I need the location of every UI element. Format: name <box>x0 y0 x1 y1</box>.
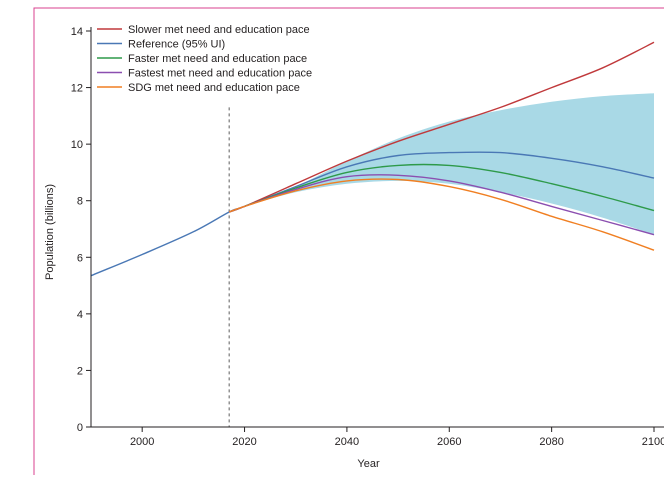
x-tick-label: 2040 <box>335 436 359 448</box>
uncertainty-band <box>229 93 654 235</box>
x-tick-label: 2000 <box>130 436 154 448</box>
series-line-0 <box>228 41 655 213</box>
legend-label: Fastest met need and education pace <box>128 68 312 80</box>
y-tick-label: 0 <box>77 422 83 434</box>
x-tick-label: 2080 <box>539 436 563 448</box>
y-tick-label: 14 <box>71 26 83 38</box>
x-tick-label: 2060 <box>437 436 461 448</box>
axes-layer: 0 2 4 6 8 10 12 14 2000 2020 2040 2060 2080 2100 <box>71 26 664 448</box>
y-tick-label: 12 <box>71 83 83 95</box>
x-tick-label: 2100 <box>642 436 664 448</box>
uncertainty-band-layer <box>229 93 654 235</box>
legend-label: Reference (95% UI) <box>128 39 225 51</box>
series-line-4 <box>228 178 655 251</box>
legend-label: Faster met need and education pace <box>128 53 307 65</box>
y-tick-label: 6 <box>77 252 83 264</box>
series-layer <box>90 41 655 277</box>
y-tick-label: 10 <box>71 139 83 151</box>
series-line-1 <box>90 151 655 277</box>
x-tick-label: 2020 <box>232 436 256 448</box>
y-tick-label: 2 <box>77 365 83 377</box>
legend: Slower met need and education pace Refere… <box>97 24 312 94</box>
y-tick-label: 8 <box>77 196 83 208</box>
y-axis-title: Population (billions) <box>44 184 56 280</box>
legend-label: SDG met need and education pace <box>128 82 300 94</box>
legend-label: Slower met need and education pace <box>128 24 310 36</box>
x-axis-title: Year <box>357 458 380 470</box>
y-tick-label: 4 <box>77 309 83 321</box>
figure-border <box>33 7 664 480</box>
